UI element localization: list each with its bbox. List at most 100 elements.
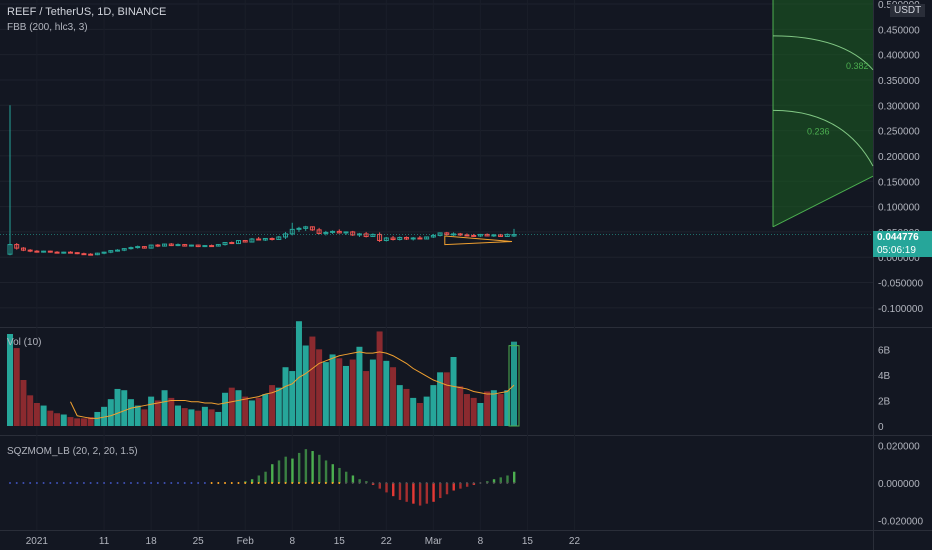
volume-bar	[201, 406, 208, 426]
candle	[148, 244, 154, 249]
volume-bar	[275, 387, 282, 426]
squeeze-dot	[506, 482, 509, 484]
candle	[262, 237, 268, 242]
squeeze-dot	[378, 482, 381, 484]
time-axis-label: 22	[381, 536, 393, 547]
momentum-bar	[284, 456, 287, 483]
candle	[81, 252, 87, 256]
price-tick-label: 0.450000	[878, 25, 920, 36]
squeeze-dot	[69, 482, 72, 484]
volume-bar	[188, 409, 195, 426]
candle	[410, 236, 416, 241]
time-axis-label: 15	[334, 536, 346, 547]
candle-body	[229, 242, 235, 245]
squeeze-dot	[89, 482, 92, 484]
momentum-bar	[425, 483, 429, 504]
price-tick-label: 0.250000	[878, 127, 920, 138]
volume-bar	[148, 396, 155, 426]
price-tick-label: 0.100000	[878, 203, 920, 214]
candle	[249, 237, 255, 243]
volume-bar	[54, 413, 61, 426]
candle-body	[182, 244, 188, 247]
candle	[229, 241, 235, 245]
squeeze-dot	[9, 482, 11, 484]
candle	[121, 248, 127, 252]
candle	[303, 225, 309, 231]
candle-body	[188, 244, 194, 247]
volume-bar	[27, 395, 34, 426]
candle	[222, 242, 228, 246]
candle	[215, 244, 221, 247]
candle-body	[350, 231, 356, 236]
momentum-bar	[271, 464, 274, 483]
triangle-pattern	[444, 235, 513, 246]
momentum-bar	[418, 483, 422, 506]
volume-bar	[235, 390, 242, 426]
volume-bar	[437, 372, 444, 426]
squeeze-dot	[351, 482, 354, 484]
volume-bar	[141, 409, 148, 426]
volume-bar	[262, 394, 269, 426]
time-axis-label: 18	[146, 536, 158, 547]
volume-bar	[403, 388, 410, 426]
candle-body	[215, 244, 221, 247]
squeeze-dot	[217, 482, 220, 484]
momentum-bar	[492, 479, 496, 483]
candle-body	[262, 237, 268, 241]
candle-body	[148, 244, 154, 249]
volume-bar	[40, 405, 47, 426]
squeeze-dot	[392, 482, 395, 484]
candle-body	[168, 243, 174, 247]
momentum-bar	[338, 467, 341, 483]
momentum-bar	[432, 483, 435, 502]
candle	[115, 249, 121, 252]
candle-body	[330, 230, 336, 233]
volume-bar	[430, 385, 437, 426]
volume-bar	[74, 418, 81, 426]
volume-bar	[504, 390, 511, 426]
squeeze-dot	[499, 482, 502, 484]
squeeze-dot	[459, 482, 462, 484]
candle-body	[491, 234, 497, 237]
candle-body	[108, 250, 114, 253]
candle	[162, 243, 168, 247]
volume-tick-label: 2B	[878, 396, 891, 407]
candle	[269, 237, 275, 241]
candle-body	[209, 245, 215, 248]
candle	[256, 236, 262, 241]
volume-bar	[168, 397, 175, 426]
squeeze-dot	[170, 482, 173, 484]
squeeze-dot	[15, 482, 18, 484]
candle-body	[94, 252, 100, 256]
volume-bar	[343, 365, 349, 426]
volume-bar	[511, 341, 517, 426]
candle-body	[81, 253, 87, 256]
volume-bar	[127, 399, 134, 426]
candle	[457, 232, 463, 236]
candle	[444, 231, 450, 236]
currency-badge[interactable]: USDT	[890, 4, 926, 17]
volume-bar	[390, 367, 397, 426]
squeeze-dot	[150, 482, 153, 484]
squeeze-dot	[371, 482, 374, 484]
squeeze-dot	[129, 482, 132, 484]
volume-bar	[248, 400, 255, 426]
candle	[377, 232, 383, 243]
candle-body	[88, 253, 94, 256]
candle	[61, 251, 67, 254]
time-axis-label: Mar	[425, 536, 443, 547]
candle	[424, 236, 430, 240]
momentum-bar	[412, 483, 415, 504]
volume-bar	[470, 397, 477, 426]
candle	[14, 243, 20, 250]
candle-body	[390, 237, 396, 241]
volume-bar	[490, 390, 497, 426]
price-tick-label: 0.200000	[878, 152, 920, 163]
squeeze-tick-label: -0.020000	[878, 517, 923, 528]
squeeze-dot	[123, 482, 126, 484]
volume-bar	[463, 394, 470, 426]
candle-body	[128, 247, 134, 250]
volume-bar	[67, 417, 74, 426]
candle	[7, 105, 13, 256]
